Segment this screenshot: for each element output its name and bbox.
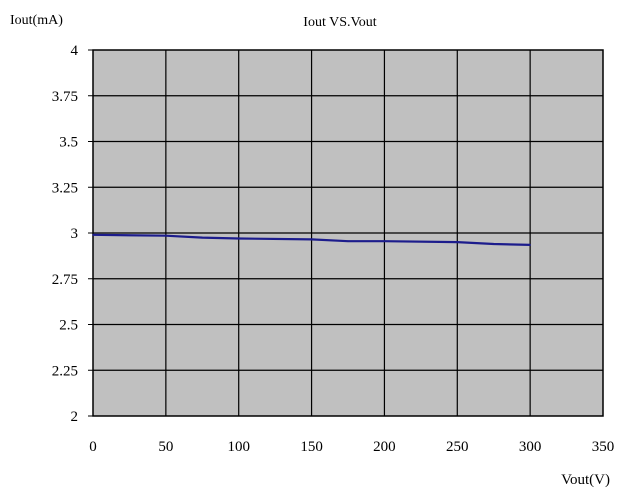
x-tick-label: 0 (89, 439, 97, 455)
grid-lines (88, 49, 603, 417)
y-tick-label: 4 (71, 43, 79, 59)
x-tick-label: 350 (592, 439, 615, 455)
y-tick-label: 2.75 (52, 272, 78, 288)
x-tick-label: 50 (158, 439, 173, 455)
data-point (165, 234, 167, 237)
data-point (383, 240, 386, 243)
data-point (347, 240, 349, 243)
tick-labels: 0 50 100 150 200 250 300 350 2 2.25 2.5 2.75 3 3.25 3.… (52, 43, 615, 455)
data-point (201, 236, 204, 239)
y-axis-label: Iout(mA) (10, 13, 63, 28)
data-point (492, 243, 495, 245)
y-tick-label: 3.25 (52, 180, 78, 196)
data-point (456, 241, 459, 243)
data-point (237, 237, 240, 240)
series-lines (92, 233, 531, 246)
x-tick-label: 200 (373, 439, 396, 455)
y-tick-label: 2.25 (52, 363, 78, 379)
data-point (529, 244, 531, 246)
x-tick-label: 300 (519, 439, 542, 455)
y-tick-label: 3.5 (59, 135, 78, 151)
data-point (310, 238, 313, 241)
x-tick-label: 100 (227, 439, 250, 455)
data-point (92, 234, 94, 236)
y-tick-label: 2.5 (59, 318, 78, 334)
x-tick-label: 150 (300, 439, 323, 455)
chart-title: Iout VS.Vout (303, 15, 377, 30)
series-line (92, 233, 531, 246)
y-tick-label: 2 (71, 409, 79, 425)
y-tick-label: 3 (71, 226, 79, 242)
x-axis-label: Vout(V) (561, 472, 610, 488)
y-tick-label: 3.75 (52, 89, 78, 105)
x-tick-label: 250 (446, 439, 469, 455)
